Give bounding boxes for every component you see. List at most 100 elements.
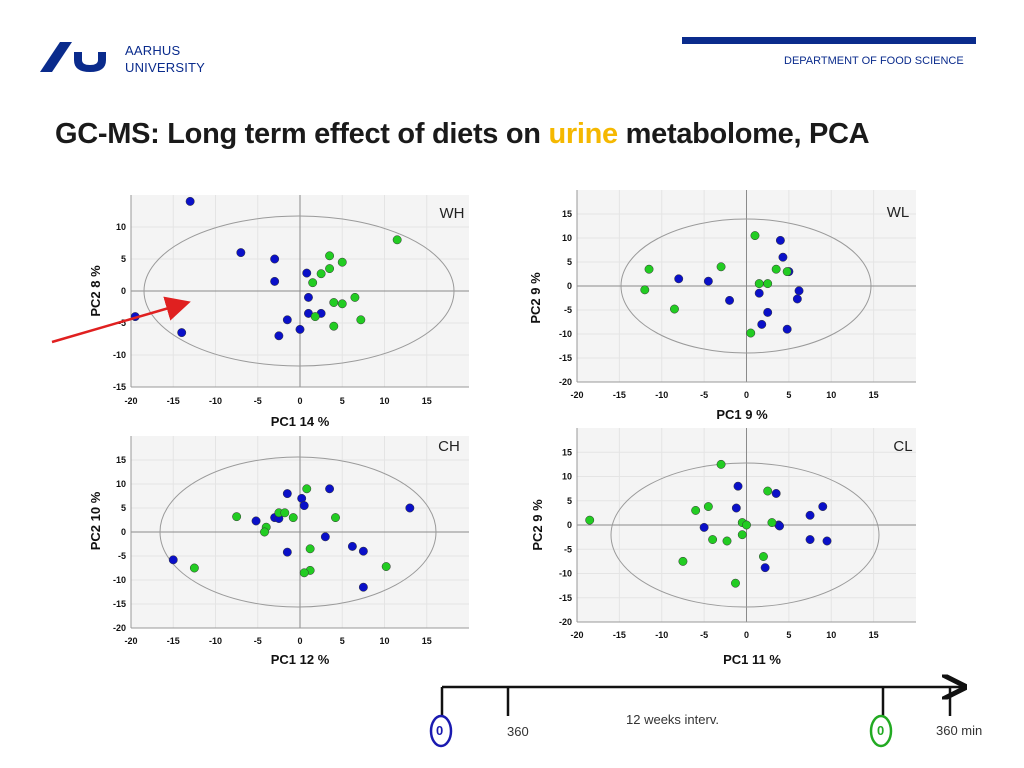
data-point-green bbox=[782, 267, 792, 277]
y-axis-label: PC2 10 % bbox=[88, 491, 103, 550]
data-point-blue bbox=[699, 522, 709, 532]
data-point-blue bbox=[168, 555, 178, 565]
x-axis-label: PC1 11 % bbox=[723, 652, 781, 667]
data-point-green bbox=[759, 552, 768, 561]
data-point-blue bbox=[325, 484, 335, 494]
y-tick-label: -5 bbox=[118, 551, 126, 561]
x-tick-label: -10 bbox=[209, 396, 222, 406]
data-point-green bbox=[232, 512, 242, 522]
data-point-green bbox=[299, 568, 309, 578]
title-prefix: GC-MS: Long term effect of diets on bbox=[55, 118, 549, 150]
y-axis-label: PC2 8 % bbox=[88, 265, 103, 317]
data-point-blue bbox=[782, 324, 792, 334]
data-point-blue bbox=[731, 503, 741, 513]
data-point-green bbox=[731, 578, 740, 588]
x-tick-label: -10 bbox=[209, 636, 222, 646]
data-point-blue bbox=[270, 254, 280, 264]
data-point-blue bbox=[405, 503, 415, 513]
data-point-blue bbox=[805, 510, 815, 520]
y-tick-label: -5 bbox=[564, 544, 572, 554]
data-point-green bbox=[640, 285, 650, 295]
timeline-start-label: 0 bbox=[436, 723, 444, 738]
confidence-ellipse bbox=[610, 462, 880, 608]
header-accent-bar bbox=[682, 37, 976, 44]
data-point-green bbox=[742, 520, 751, 530]
data-point-green bbox=[350, 292, 360, 302]
x-tick-label: -20 bbox=[124, 636, 137, 646]
y-tick-label: -20 bbox=[559, 617, 572, 627]
x-tick-label: 5 bbox=[340, 396, 345, 406]
confidence-ellipse bbox=[620, 218, 872, 354]
data-point-green bbox=[716, 459, 726, 469]
x-tick-label: 15 bbox=[869, 630, 879, 640]
x-tick-label: 10 bbox=[379, 636, 389, 646]
data-point-green bbox=[337, 299, 347, 309]
x-tick-label: -5 bbox=[700, 630, 708, 640]
data-point-green bbox=[763, 279, 773, 289]
timeline-caption: 12 weeks interv. bbox=[626, 712, 719, 727]
y-tick-label: 15 bbox=[562, 447, 572, 457]
department-name: DEPARTMENT OF FOOD SCIENCE bbox=[784, 55, 964, 67]
data-point-blue bbox=[818, 502, 828, 512]
data-point-green bbox=[305, 544, 315, 554]
x-tick-label: -15 bbox=[613, 390, 626, 400]
data-point-blue bbox=[805, 535, 815, 544]
x-tick-label: -20 bbox=[570, 390, 583, 400]
y-tick-label: -10 bbox=[559, 329, 572, 339]
data-point-blue bbox=[358, 582, 368, 592]
y-axis-label: PC2 9 % bbox=[528, 272, 543, 324]
x-tick-label: -10 bbox=[655, 630, 668, 640]
data-point-green bbox=[392, 235, 402, 245]
data-point-green bbox=[316, 269, 326, 279]
y-tick-label: -10 bbox=[559, 569, 572, 579]
data-point-blue bbox=[270, 276, 280, 286]
x-tick-label: -15 bbox=[167, 636, 180, 646]
y-tick-label: 15 bbox=[562, 209, 572, 219]
data-point-blue bbox=[282, 489, 292, 499]
timeline-360-label: 360 bbox=[507, 724, 529, 739]
annotation-arrow bbox=[51, 296, 191, 344]
data-point-green bbox=[691, 506, 701, 515]
panel-title: CH bbox=[438, 438, 460, 455]
title-highlight: urine bbox=[548, 118, 618, 150]
data-point-blue bbox=[778, 252, 788, 262]
panel-title: WH bbox=[440, 205, 465, 222]
y-tick-label: -10 bbox=[113, 350, 126, 360]
data-point-green bbox=[703, 502, 713, 512]
data-point-green bbox=[260, 527, 269, 537]
x-tick-label: -15 bbox=[167, 396, 180, 406]
data-point-blue bbox=[320, 532, 330, 542]
data-point-blue bbox=[775, 521, 785, 531]
x-tick-label: -15 bbox=[613, 630, 626, 640]
x-tick-label: 5 bbox=[786, 630, 791, 640]
data-point-blue bbox=[347, 541, 357, 551]
x-tick-label: -5 bbox=[254, 636, 262, 646]
data-point-green bbox=[737, 530, 747, 540]
data-point-green bbox=[708, 535, 718, 544]
data-point-green bbox=[767, 518, 777, 528]
data-point-blue bbox=[760, 563, 770, 573]
x-tick-label: 0 bbox=[744, 390, 749, 400]
data-point-blue bbox=[282, 547, 292, 557]
x-axis-label: PC1 12 % bbox=[271, 652, 330, 667]
title-suffix: metabolome, PCA bbox=[617, 118, 870, 150]
y-tick-label: 15 bbox=[116, 455, 126, 465]
y-axis-label: PC2 9 % bbox=[530, 499, 545, 551]
y-tick-label: -20 bbox=[113, 623, 126, 633]
data-point-green bbox=[750, 231, 760, 241]
data-point-green bbox=[670, 304, 679, 314]
data-point-green bbox=[325, 264, 335, 274]
x-axis-label: PC1 9 % bbox=[716, 407, 768, 422]
panel-title: WL bbox=[887, 204, 910, 221]
data-point-blue bbox=[299, 501, 309, 511]
data-point-green bbox=[280, 508, 290, 518]
data-point-green bbox=[302, 484, 312, 494]
y-tick-label: -20 bbox=[559, 377, 572, 387]
y-tick-label: 0 bbox=[121, 527, 126, 537]
x-tick-label: -10 bbox=[655, 390, 668, 400]
panel-title: CL bbox=[893, 438, 912, 455]
data-point-green bbox=[678, 556, 688, 566]
data-point-blue bbox=[185, 196, 195, 206]
x-tick-label: -20 bbox=[570, 630, 583, 640]
